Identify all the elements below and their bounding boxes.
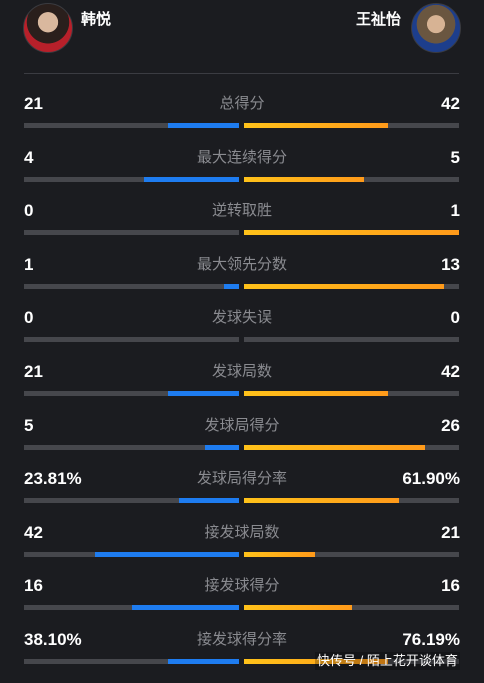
stat-label: 最大连续得分 <box>196 148 287 166</box>
stat-label: 接发球局数 <box>204 523 280 541</box>
stat-right-bar <box>244 391 459 396</box>
stat-label: 接发球得分率 <box>196 631 287 648</box>
player-right-avatar[interactable] <box>411 3 461 53</box>
stat-right-bar <box>244 498 459 504</box>
stat-right-bar <box>244 176 459 182</box>
player-left-avatar[interactable] <box>23 3 73 53</box>
stat-label: 发球局得分 <box>204 416 280 434</box>
stat-left-bar <box>24 176 239 182</box>
match-header: 韩悦 王祉怡 <box>0 0 484 72</box>
stat-left-bar <box>24 551 239 557</box>
stat-right-value: 26 <box>441 415 460 435</box>
stat-left-value: 42 <box>24 522 43 542</box>
stat-row: 4 最大连续得分 5 <box>0 147 484 201</box>
stat-right-bar-fill <box>244 391 389 396</box>
stat-right-bar-fill <box>244 551 315 557</box>
stat-right-bar-fill <box>244 176 365 182</box>
stat-left-value: 16 <box>24 576 43 596</box>
stat-right-bar-fill <box>244 283 444 289</box>
stat-left-bar <box>24 605 239 611</box>
stat-right-value: 21 <box>441 522 460 542</box>
stat-left-bar <box>24 283 239 289</box>
stat-row: 5 发球局得分 26 <box>0 415 484 469</box>
stat-left-bar <box>24 230 239 236</box>
stat-right-bar <box>244 337 459 343</box>
stat-right-value: 16 <box>441 576 460 596</box>
stat-row: 1 最大领先分数 13 <box>0 254 484 308</box>
stat-row: 16 接发球得分 16 <box>0 575 484 629</box>
stat-left-bar-fill <box>168 123 239 128</box>
stat-left-value: 21 <box>24 94 43 113</box>
stat-left-value: 0 <box>24 308 34 328</box>
stat-label: 最大领先分数 <box>196 255 287 273</box>
stat-right-bar-fill <box>244 605 352 611</box>
stat-right-bar-fill <box>244 123 389 128</box>
stat-right-bar-fill <box>244 444 425 450</box>
stat-left-bar-fill <box>168 391 239 396</box>
stat-right-value: 61.90% <box>402 469 460 489</box>
stat-left-bar-fill <box>223 283 239 289</box>
stat-label: 发球局数 <box>211 363 272 380</box>
stat-row: 23.81% 发球局得分率 61.90% <box>0 468 484 522</box>
stat-right-bar <box>244 283 459 289</box>
stat-left-bar <box>24 444 239 450</box>
stat-right-bar <box>244 659 459 664</box>
stat-right-bar <box>244 551 459 557</box>
stat-left-bar <box>24 498 239 504</box>
stat-right-bar-fill <box>244 498 399 504</box>
stat-right-bar <box>244 605 459 611</box>
stat-left-value: 1 <box>24 254 34 274</box>
stat-left-value: 0 <box>24 201 34 221</box>
stat-left-bar <box>24 659 239 664</box>
stat-right-value: 13 <box>441 254 460 274</box>
stat-right-value: 5 <box>450 147 460 167</box>
stat-left-value: 4 <box>24 147 34 167</box>
stat-left-bar-fill <box>144 176 239 182</box>
stat-right-bar <box>244 230 459 236</box>
stat-left-bar-fill <box>168 659 239 664</box>
stat-right-value: 76.19% <box>402 630 460 649</box>
header-divider <box>24 73 459 74</box>
stat-left-bar <box>24 337 239 343</box>
stat-row: 0 发球失误 0 <box>0 307 484 361</box>
stat-right-value: 0 <box>450 308 460 328</box>
stat-label: 逆转取胜 <box>211 202 272 220</box>
stat-right-bar-fill <box>244 659 389 664</box>
stat-label: 总得分 <box>219 95 265 112</box>
stat-label: 发球失误 <box>211 309 272 327</box>
stat-row: 21 发球局数 42 <box>0 361 484 415</box>
watermark: 快传号 / 陌上花开谈体育 <box>315 652 460 670</box>
stat-left-bar-fill <box>94 551 239 557</box>
stat-left-value: 21 <box>24 362 43 381</box>
stat-right-value: 42 <box>441 362 460 381</box>
stat-left-bar <box>24 391 239 396</box>
player-left-name: 韩悦 <box>81 11 112 28</box>
stat-label: 发球局得分率 <box>196 470 287 488</box>
stat-left-value: 5 <box>24 415 34 435</box>
stat-left-bar-fill <box>178 498 239 504</box>
stat-label: 接发球得分 <box>204 577 280 595</box>
stat-row: 0 逆转取胜 1 <box>0 200 484 254</box>
stat-right-bar <box>244 123 459 128</box>
stat-left-bar-fill <box>204 444 239 450</box>
stat-row: 38.10% 接发球得分率 76.19% <box>0 629 484 683</box>
stat-row: 21 总得分 42 <box>0 93 484 147</box>
stat-right-value: 1 <box>450 201 460 221</box>
player-right-name: 王祉怡 <box>355 11 401 28</box>
stat-left-bar <box>24 123 239 128</box>
stat-row: 42 接发球局数 21 <box>0 522 484 576</box>
stat-left-value: 23.81% <box>24 469 82 489</box>
stat-right-value: 42 <box>441 94 460 113</box>
stat-left-bar-fill <box>131 605 239 611</box>
stat-right-bar-fill <box>244 230 459 236</box>
stat-right-bar <box>244 444 459 450</box>
stat-left-value: 38.10% <box>24 630 82 649</box>
